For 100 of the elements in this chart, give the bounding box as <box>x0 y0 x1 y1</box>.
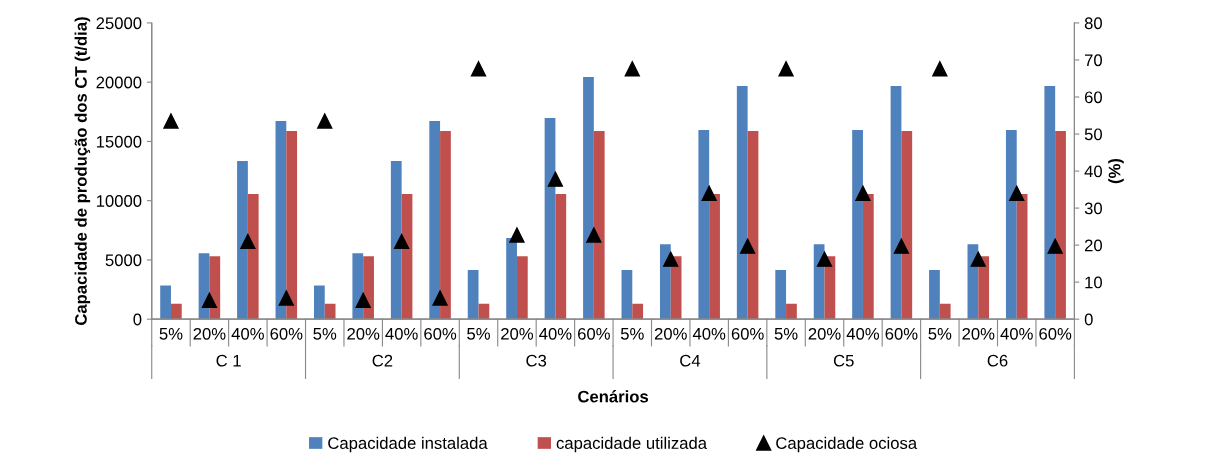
bar <box>698 130 710 320</box>
x-tick-label: 40% <box>692 327 726 340</box>
y2-axis-title: (%) <box>1108 158 1124 184</box>
x-tick-label: 5% <box>620 328 644 340</box>
x-tick-label: 40% <box>231 327 264 340</box>
bar <box>313 285 325 320</box>
y2-tick-label: 10 <box>1085 276 1102 289</box>
point <box>509 227 525 243</box>
point <box>547 171 564 187</box>
y-tick-label: 25000 <box>96 17 142 30</box>
legend-label: Capacidade instalada <box>328 436 488 453</box>
point <box>470 61 487 77</box>
y-tick-label: 10000 <box>96 195 142 207</box>
bar <box>747 131 759 320</box>
x-tick-label: 60% <box>578 327 610 340</box>
point <box>163 113 179 129</box>
point <box>816 251 833 267</box>
x-tick-label: 5% <box>159 328 183 340</box>
x-tick-label: 20% <box>193 327 226 340</box>
x-tick-label: 5% <box>313 328 337 340</box>
y2-tick-label: 80 <box>1084 17 1102 30</box>
bar <box>275 121 287 320</box>
bar <box>978 256 990 320</box>
bar <box>775 270 787 320</box>
bar <box>247 194 259 320</box>
point <box>932 61 948 77</box>
x-tick-label: 20% <box>501 327 534 340</box>
y-tick-label: 0 <box>133 313 142 326</box>
point <box>355 292 371 308</box>
x-axis-title: Cenários <box>578 390 649 403</box>
bar <box>170 303 182 320</box>
point <box>970 251 986 267</box>
bar <box>1055 131 1066 320</box>
bar <box>324 303 336 320</box>
point <box>701 185 717 201</box>
bar <box>736 85 748 320</box>
point <box>855 185 871 201</box>
point <box>240 233 256 250</box>
bar <box>890 85 902 320</box>
bar <box>659 244 671 320</box>
x-tick-label: 60% <box>424 327 457 340</box>
y-axis-title: Capacidade de produção dos CT (t/dia) <box>74 17 91 325</box>
bar <box>1044 85 1056 320</box>
x-tick-label: 5% <box>467 328 490 340</box>
point <box>432 290 448 306</box>
y-tick-label: 20000 <box>96 76 142 89</box>
bar <box>160 285 171 320</box>
x-tick-label: 40% <box>539 327 572 340</box>
bar <box>583 76 594 320</box>
point <box>624 61 640 77</box>
point <box>663 251 679 267</box>
bar <box>516 256 528 320</box>
x-tick-label: 20% <box>347 327 380 340</box>
point <box>317 113 333 129</box>
bar <box>1005 130 1017 320</box>
bar <box>786 303 797 320</box>
y2-tick-label: 70 <box>1084 54 1102 67</box>
point <box>1047 238 1063 254</box>
point <box>278 290 294 306</box>
bar <box>555 194 567 320</box>
point <box>778 61 794 77</box>
x-tick-label: 20% <box>962 327 995 340</box>
bar <box>813 244 825 320</box>
text: C3 <box>526 354 547 367</box>
bar <box>352 253 364 320</box>
bar <box>478 303 490 320</box>
x-tick-label: 60% <box>885 327 918 340</box>
bar <box>621 270 633 320</box>
x-tick-label: 40% <box>1000 327 1033 340</box>
bar <box>506 238 517 320</box>
bar <box>544 117 556 320</box>
x-tick-label: 60% <box>731 327 764 340</box>
y2-tick-label: 50 <box>1084 128 1102 141</box>
bar <box>467 270 479 320</box>
y2-tick-label: 60 <box>1084 91 1102 104</box>
bar <box>852 130 863 320</box>
bar <box>286 131 298 320</box>
x-tick-label: 5% <box>774 328 798 340</box>
x-tick-label: 60% <box>270 327 303 340</box>
text: C4 <box>680 354 701 367</box>
y-tick-label: 15000 <box>96 135 142 148</box>
point <box>201 292 218 308</box>
y2-tick-label: 30 <box>1084 202 1102 215</box>
bar <box>440 131 451 320</box>
bar <box>709 194 720 320</box>
bar <box>429 121 441 320</box>
bar <box>929 270 940 320</box>
bar <box>632 303 644 320</box>
x-tick-label: 20% <box>654 327 687 340</box>
x-tick-label: 5% <box>928 328 952 340</box>
y2-tick-label: 0 <box>1084 313 1093 326</box>
y2-tick-label: 40 <box>1084 165 1102 178</box>
point <box>893 238 910 254</box>
y-tick-label: 5000 <box>105 254 142 267</box>
legend-label: Capacidade ociosa <box>776 436 918 453</box>
point <box>586 227 602 243</box>
text: C2 <box>372 354 393 367</box>
x-tick-label: 60% <box>1039 327 1072 340</box>
bar <box>862 194 874 320</box>
bar <box>593 131 605 320</box>
